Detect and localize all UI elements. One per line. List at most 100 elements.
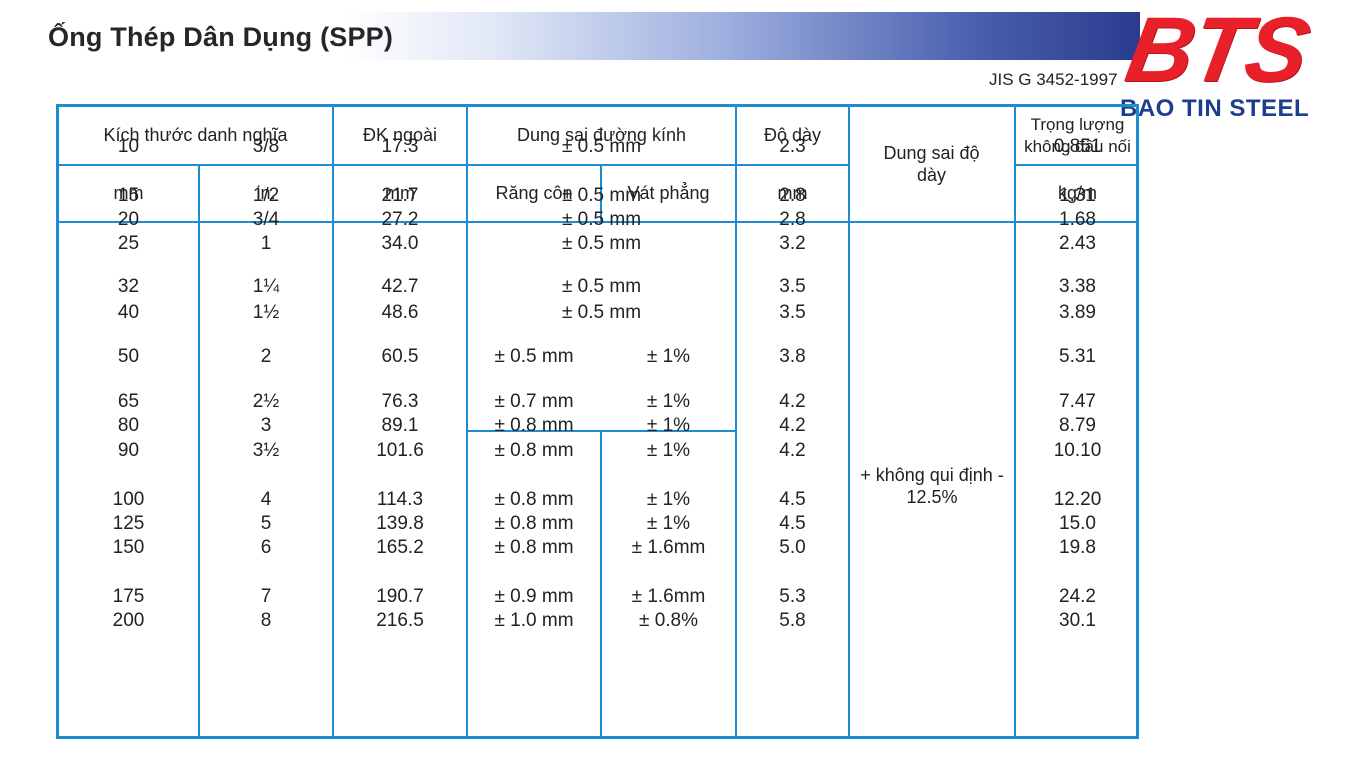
cell-nominal-mm: 90 (117, 440, 140, 461)
cell-outer-diameter: 139.8 (376, 513, 424, 534)
cell-nominal-mm: 50 (117, 346, 140, 367)
cell-nominal-in: 1½ (252, 302, 280, 323)
cell-tolerance-beveled: ± 1% (646, 346, 691, 367)
cell-tolerance-threaded: ± 0.5 mm (494, 346, 574, 367)
cell-weight: 8.79 (1059, 415, 1096, 436)
cell-weight: 12.20 (1053, 489, 1102, 510)
cell-outer-diameter: 190.7 (376, 586, 424, 607)
cell-weight: 0.851 (1053, 136, 1102, 157)
cell-outer-diameter: 101.6 (376, 440, 424, 461)
cell-weight: 30.1 (1059, 610, 1096, 631)
cell-outer-diameter: 34.0 (381, 233, 419, 254)
header-row-divider-left (59, 164, 848, 166)
cell-thickness: 5.3 (779, 586, 806, 607)
cell-tolerance-threaded: ± 0.8 mm (494, 440, 574, 461)
cell-tolerance-beveled: ± 1% (646, 391, 691, 412)
col-divider-in (198, 164, 200, 739)
spp-pipe-spec-table: Kích thước danh nghĩa ĐK ngoài Dung sai … (56, 104, 1139, 739)
cell-tolerance-threaded: ± 0.5 mm (561, 209, 642, 230)
header-weight: Trọng lượng không đầu nối (1024, 114, 1131, 156)
cell-nominal-in: 3/4 (252, 209, 280, 230)
cell-nominal-mm: 65 (117, 391, 140, 412)
header-diameter-tolerance: Dung sai đường kính (517, 125, 686, 146)
col-divider-tol-bevel (600, 430, 602, 739)
cell-thickness: 2.8 (779, 209, 806, 230)
cell-tolerance-threaded: ± 0.7 mm (494, 391, 574, 412)
cell-tolerance-beveled: ± 1.6mm (631, 537, 706, 558)
cell-nominal-in: 2½ (252, 391, 280, 412)
cell-weight: 7.47 (1059, 391, 1096, 412)
col-divider-weight (1014, 107, 1016, 739)
cell-nominal-in: 1¼ (252, 276, 280, 297)
cell-weight: 10.10 (1053, 440, 1102, 461)
cell-nominal-in: 2 (260, 346, 272, 367)
subheader-weight-unit: kg/m (1057, 183, 1097, 204)
cell-tolerance-threaded: ± 0.5 mm (561, 185, 642, 206)
subheader-nominal-in: in. (256, 183, 276, 204)
cell-nominal-mm: 20 (117, 209, 140, 230)
title-band (36, 12, 1140, 60)
header-nominal-size: Kích thước danh nghĩa (103, 125, 288, 146)
cell-tolerance-threaded: ± 0.8 mm (494, 537, 574, 558)
cell-outer-diameter: 114.3 (376, 489, 424, 510)
cell-thickness: 4.5 (779, 513, 806, 534)
cell-nominal-mm: 80 (117, 415, 140, 436)
cell-weight: 15.0 (1059, 513, 1096, 534)
cell-outer-diameter: 60.5 (381, 346, 419, 367)
cell-nominal-in: 1/2 (252, 185, 280, 206)
cell-thickness: 4.2 (779, 415, 806, 436)
cell-outer-diameter: 27.2 (381, 209, 419, 230)
cell-weight: 24.2 (1059, 586, 1096, 607)
col-divider-od (332, 107, 334, 739)
cell-tolerance-beveled: ± 1% (646, 513, 691, 534)
cell-nominal-mm: 40 (117, 302, 140, 323)
bts-logo: BTS BAO TIN STEEL (1116, 0, 1364, 126)
header-row-divider-right (1014, 164, 1139, 166)
cell-tolerance-beveled: ± 1% (646, 415, 691, 436)
cell-tolerance-threaded: ± 0.5 mm (561, 302, 642, 323)
cell-nominal-mm: 200 (112, 610, 145, 631)
cell-nominal-in: 6 (260, 537, 272, 558)
cell-outer-diameter: 76.3 (381, 391, 419, 412)
cell-tolerance-threaded: ± 0.5 mm (561, 233, 642, 254)
cell-nominal-mm: 150 (112, 537, 145, 558)
cell-weight: 19.8 (1059, 537, 1096, 558)
cell-nominal-in: 5 (260, 513, 272, 534)
subheader-beveled: Vát phẳng (627, 183, 710, 204)
cell-nominal-mm: 100 (112, 489, 145, 510)
cell-outer-diameter: 216.5 (376, 610, 424, 631)
cell-weight: 2.43 (1059, 233, 1096, 254)
subheader-nominal-mm: mm (113, 183, 144, 204)
cell-nominal-in: 3 (260, 415, 272, 436)
cell-nominal-in: 8 (260, 610, 272, 631)
cell-weight: 5.31 (1059, 346, 1096, 367)
cell-outer-diameter: 17.3 (381, 136, 419, 157)
cell-thickness: 2.3 (779, 136, 806, 157)
col-divider-thick (735, 107, 737, 739)
subheader-threaded: Răng côn (495, 183, 573, 204)
cell-tolerance-beveled: ± 0.8% (638, 610, 698, 631)
cell-thickness: 4.2 (779, 391, 806, 412)
cell-tolerance-beveled: ± 1% (646, 489, 691, 510)
cell-outer-diameter: 89.1 (381, 415, 419, 436)
cell-nominal-mm: 175 (112, 586, 145, 607)
header-thickness: Độ dày (763, 125, 822, 146)
cell-thickness: 2.8 (779, 185, 806, 206)
cell-nominal-mm: 25 (117, 233, 140, 254)
cell-outer-diameter: 48.6 (381, 302, 419, 323)
logo-company-name: BAO TIN STEEL (1120, 95, 1310, 122)
cell-nominal-in: 3/8 (252, 136, 280, 157)
cell-thickness: 4.2 (779, 440, 806, 461)
cell-nominal-in: 4 (260, 489, 272, 510)
cell-nominal-in: 3½ (252, 440, 280, 461)
cell-tolerance-threaded: ± 0.8 mm (494, 489, 574, 510)
cell-nominal-mm: 15 (117, 185, 140, 206)
header-bottom-divider (59, 221, 1139, 223)
cell-thickness: 4.5 (779, 489, 806, 510)
cell-nominal-mm: 32 (117, 276, 140, 297)
cell-tolerance-threaded: ± 0.5 mm (561, 276, 642, 297)
thickness-tolerance-value: + không qui định - 12.5% (860, 464, 1004, 508)
cell-weight: 1.31 (1059, 185, 1096, 206)
cell-outer-diameter: 21.7 (381, 185, 419, 206)
cell-thickness: 3.8 (779, 346, 806, 367)
